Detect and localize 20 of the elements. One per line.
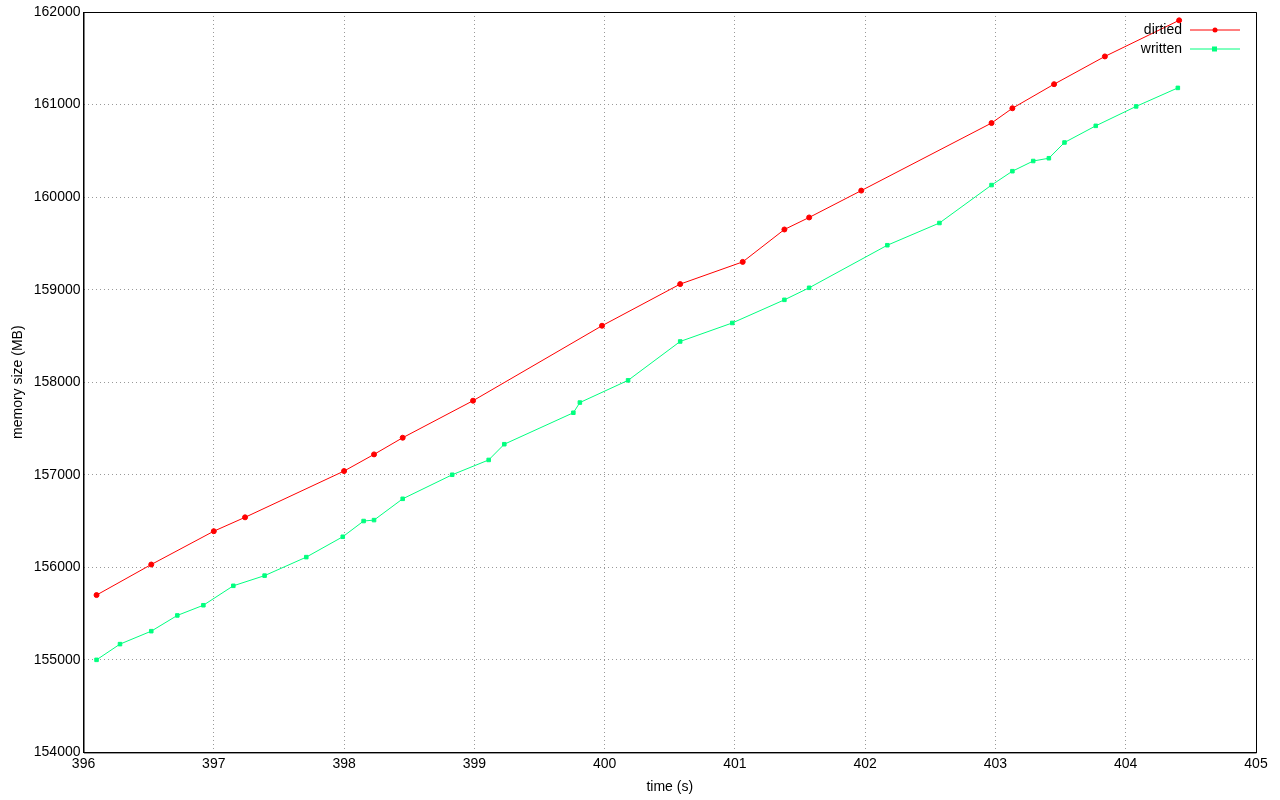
x-tick-label: 397 [202, 754, 226, 771]
y-tick-label: 160000 [33, 187, 81, 204]
x-tick-label: 405 [1244, 754, 1268, 771]
x-tick-label: 398 [332, 754, 356, 771]
x-tick-label: 400 [592, 754, 617, 771]
y-tick-label: 158000 [33, 373, 81, 390]
x-axis-title: time (s) [646, 778, 694, 795]
x-tick-label: 402 [853, 754, 878, 771]
y-tick-label: 156000 [33, 558, 81, 575]
legend-label: written [1139, 39, 1182, 56]
y-tick-label: 161000 [33, 95, 81, 112]
y-tick-label: 162000 [33, 2, 81, 19]
x-tick-label: 403 [983, 754, 1008, 771]
y-axis-title: memory size (MB) [9, 325, 26, 439]
x-tick-label: 401 [723, 754, 747, 771]
y-tick-label: 159000 [33, 280, 81, 297]
x-tick-label: 399 [462, 754, 487, 771]
y-tick-label: 157000 [33, 465, 81, 482]
y-tick-label: 155000 [33, 650, 81, 667]
x-tick-label: 404 [1114, 754, 1138, 771]
